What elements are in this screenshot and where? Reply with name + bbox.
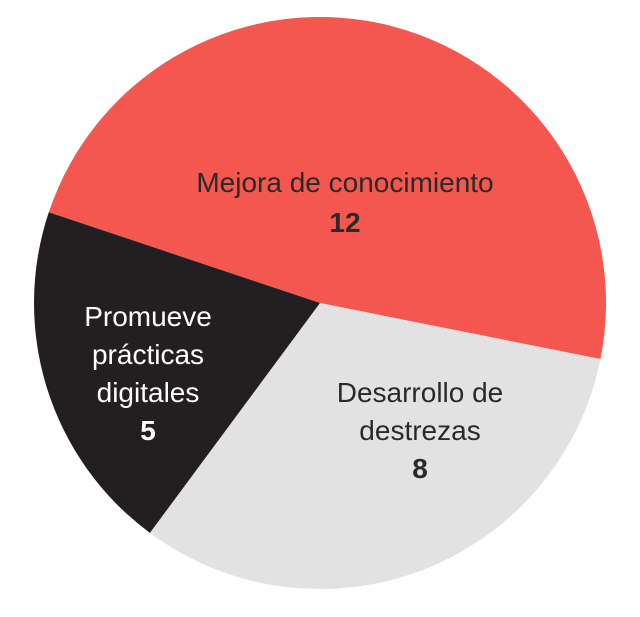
slice-value-label: 12: [329, 207, 360, 238]
slice-label-line: destrezas: [359, 415, 480, 446]
pie-slices: [34, 16, 607, 590]
pie-slice-2: [34, 212, 320, 533]
slice-value-label: 8: [412, 453, 428, 484]
pie-slice-1: [149, 303, 601, 590]
slice-label-line: prácticas: [92, 339, 204, 370]
slice-label-0: Mejora de conocimiento 12: [196, 167, 493, 238]
pie-labels: Mejora de conocimiento 12 Desarrollo de des…: [84, 167, 503, 484]
slice-label-2: Promueve prácticas digitales 5: [84, 301, 212, 446]
slice-label-line: Promueve: [84, 301, 212, 332]
slice-value-label: 5: [140, 415, 156, 446]
slice-label-line: Desarrollo de: [337, 377, 504, 408]
slice-label-line: Mejora de conocimiento: [196, 167, 493, 198]
slice-label-line: digitales: [97, 377, 200, 408]
pie-slice-0: [48, 16, 607, 360]
slice-label-1: Desarrollo de destrezas 8: [337, 377, 504, 484]
